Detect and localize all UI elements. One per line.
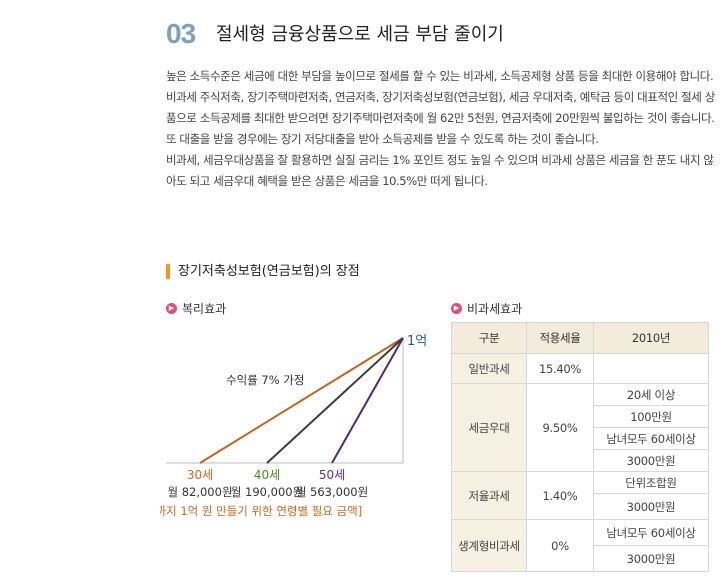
compound-label: 복리효과 bbox=[182, 302, 227, 316]
compound-chart: 1억 수익률 7% 가정 [60세까지 1억 원 만들기 위한 연령별 필요 금… bbox=[160, 334, 427, 518]
row-detail: 100만원 bbox=[593, 405, 709, 428]
table-row: 일반과세 15.40% bbox=[451, 353, 709, 384]
row-detail: 3000만원 bbox=[593, 545, 709, 572]
row-detail: 단위조합원 bbox=[593, 471, 709, 494]
header-category: 구분 bbox=[451, 322, 527, 354]
row-category: 세금우대 bbox=[451, 383, 527, 472]
paragraph: 비과세, 세금우대상품을 잘 활용하면 실질 금리는 1% 포인트 정도 높일 … bbox=[166, 153, 714, 188]
row-detail: 20세 이상 bbox=[593, 383, 709, 406]
taxfree-label: 비과세효과 bbox=[467, 302, 523, 316]
chart-series-line-3 bbox=[331, 337, 404, 464]
chart-monthly-amount: 월 563,000원 bbox=[296, 485, 368, 499]
table-row: 생계형비과세 0% 남녀모두 60세이상 bbox=[451, 519, 709, 572]
row-rate: 15.40% bbox=[526, 353, 594, 384]
section-header: 03 절세형 금융상품으로 세금 부담 줄이기 bbox=[166, 18, 706, 52]
chart-age-label: 50세 bbox=[319, 468, 345, 482]
arrow-bullet-icon: ▶ bbox=[166, 303, 177, 314]
header-rate: 적용세율 bbox=[526, 322, 594, 354]
paragraph: 또 대출을 받을 경우에는 장기 저당대출을 받아 소득공제를 받을 수 있도록… bbox=[166, 132, 599, 146]
section-number: 03 bbox=[166, 18, 196, 49]
chart-target-label: 1억 bbox=[407, 334, 427, 349]
section-title: 절세형 금융상품으로 세금 부담 줄이기 bbox=[216, 24, 504, 45]
arrow-bullet-icon: ▶ bbox=[451, 303, 462, 314]
chart-rate-label: 수익률 7% 가정 bbox=[226, 373, 304, 387]
row-detail bbox=[593, 353, 709, 384]
taxfree-table: 구분 적용세율 2010년 일반과세 15.40% 세금우대 9.50% 20세… bbox=[451, 322, 709, 572]
row-detail: 3000만원 bbox=[593, 449, 709, 472]
chart-caption: [60세까지 1억 원 만들기 위한 연령별 필요 금액] bbox=[160, 504, 362, 518]
chart-series-line-2 bbox=[266, 337, 404, 464]
subsection-title: 장기저축성보험(연금보험)의 장점 bbox=[178, 264, 360, 279]
row-category: 저율과세 bbox=[451, 471, 527, 520]
row-rate: 0% bbox=[526, 519, 594, 572]
accent-bar bbox=[166, 264, 170, 279]
chart-age-label: 30세 bbox=[187, 468, 213, 482]
row-rate: 9.50% bbox=[526, 383, 594, 472]
chart-series-line-1 bbox=[199, 337, 404, 464]
table-header-row: 구분 적용세율 2010년 bbox=[451, 322, 709, 354]
row-detail: 남녀모두 60세이상 bbox=[593, 427, 709, 450]
chart-monthly-amount: 월 82,000원 bbox=[167, 485, 232, 499]
paragraph: 높은 소득수준은 세금에 대한 부담을 높이므로 절세를 할 수 있는 비과세,… bbox=[166, 69, 714, 83]
paragraph: 비과세 주식저축, 장기주택마련저축, 연금저축, 장기저축성보험(연금보험),… bbox=[166, 90, 715, 125]
table-row: 저율과세 1.40% 단위조합원 bbox=[451, 471, 709, 520]
row-category: 생계형비과세 bbox=[451, 519, 527, 572]
row-detail: 3000만원 bbox=[593, 493, 709, 520]
table-row: 세금우대 9.50% 20세 이상 bbox=[451, 383, 709, 472]
row-detail: 남녀모두 60세이상 bbox=[593, 519, 709, 546]
chart-monthly-amount: 월 190,000원 bbox=[231, 485, 303, 499]
header-year: 2010년 bbox=[593, 322, 709, 354]
intro-text: 높은 소득수준은 세금에 대한 부담을 높이므로 절세를 할 수 있는 비과세,… bbox=[166, 66, 718, 192]
row-category: 일반과세 bbox=[451, 353, 527, 384]
row-rate: 1.40% bbox=[526, 471, 594, 520]
chart-age-label: 40세 bbox=[254, 468, 280, 482]
